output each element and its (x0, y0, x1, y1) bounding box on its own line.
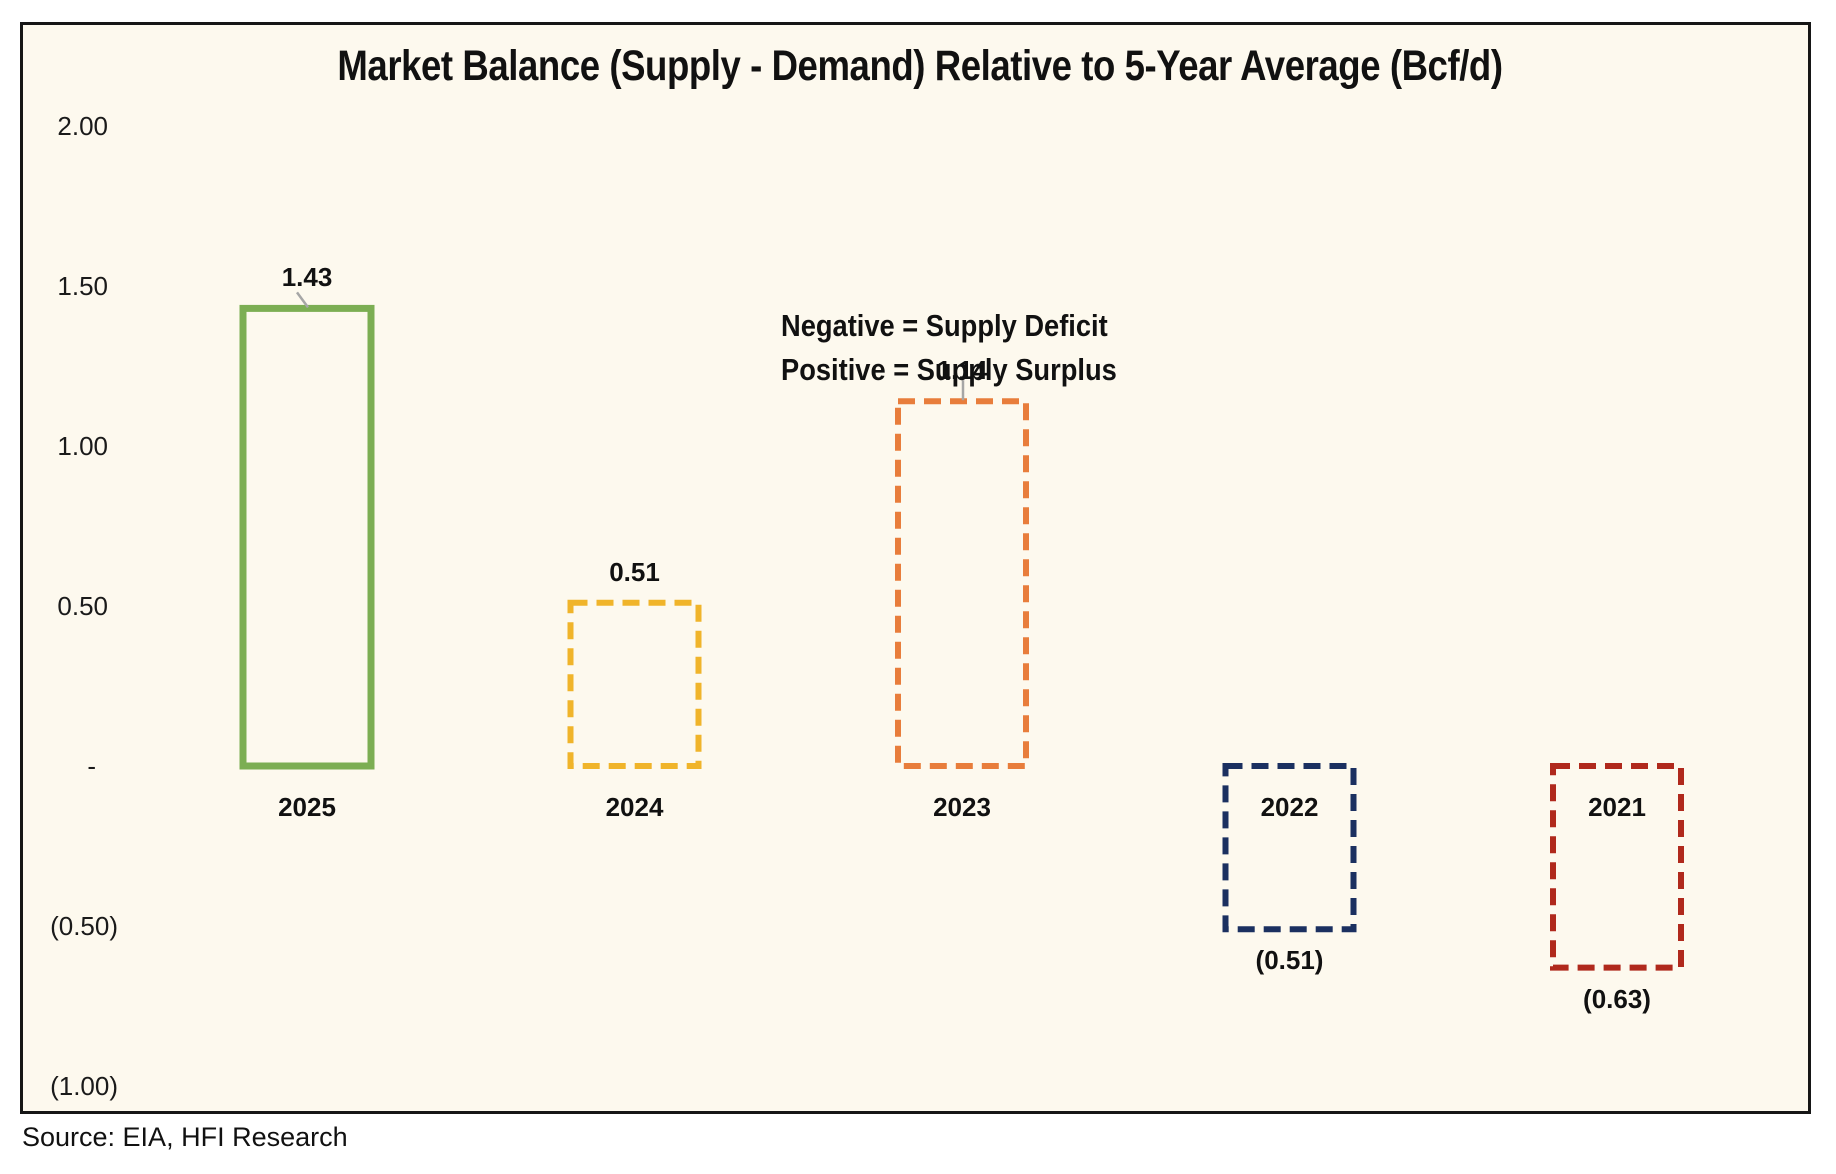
y-tick-label-1.50: 1.50 (57, 271, 108, 301)
year-label-2022: 2022 (1260, 792, 1319, 822)
leader-line-2025 (295, 291, 310, 309)
y-tick-label-0.50: 0.50 (57, 591, 108, 621)
year-label-2024: 2024 (605, 792, 664, 822)
bar-value-label-2022: (0.51) (1255, 945, 1324, 976)
y-tick-label-(1.00): (1.00) (50, 1071, 118, 1101)
bar-value-label-2024: 0.51 (609, 556, 660, 587)
plot-area-frame (20, 22, 1811, 1114)
bar-2024 (567, 599, 702, 769)
bar-value-label-2025: 1.43 (281, 262, 333, 293)
bar-2023 (895, 398, 1029, 769)
bar-2022 (1222, 763, 1357, 933)
y-tick-label-2.00: 2.00 (57, 111, 108, 141)
year-label-2025: 2025 (278, 792, 336, 822)
bar-2025 (239, 304, 375, 770)
year-label-2023: 2023 (933, 792, 991, 822)
bar-value-label-2023: 1.14 (936, 355, 988, 386)
annotation-line-negative: Negative = Supply Deficit (781, 308, 1108, 343)
annotation-line-positive: Positive = Supply Surplus (781, 352, 1117, 387)
year-label-2021: 2021 (1588, 792, 1646, 822)
chart-title: Market Balance (Supply - Demand) Relativ… (337, 42, 1503, 90)
y-tick-label--: - (87, 751, 96, 781)
bar-2021 (1550, 763, 1684, 971)
source-text: Source: EIA, HFI Research (22, 1122, 348, 1152)
annotation: Negative = Supply Deficit Positive = Sup… (781, 304, 1117, 392)
y-tick-label-(0.50): (0.50) (50, 911, 118, 941)
y-tick-label-1.00: 1.00 (57, 431, 108, 461)
bar-value-label-2021: (0.63) (1583, 983, 1651, 1014)
